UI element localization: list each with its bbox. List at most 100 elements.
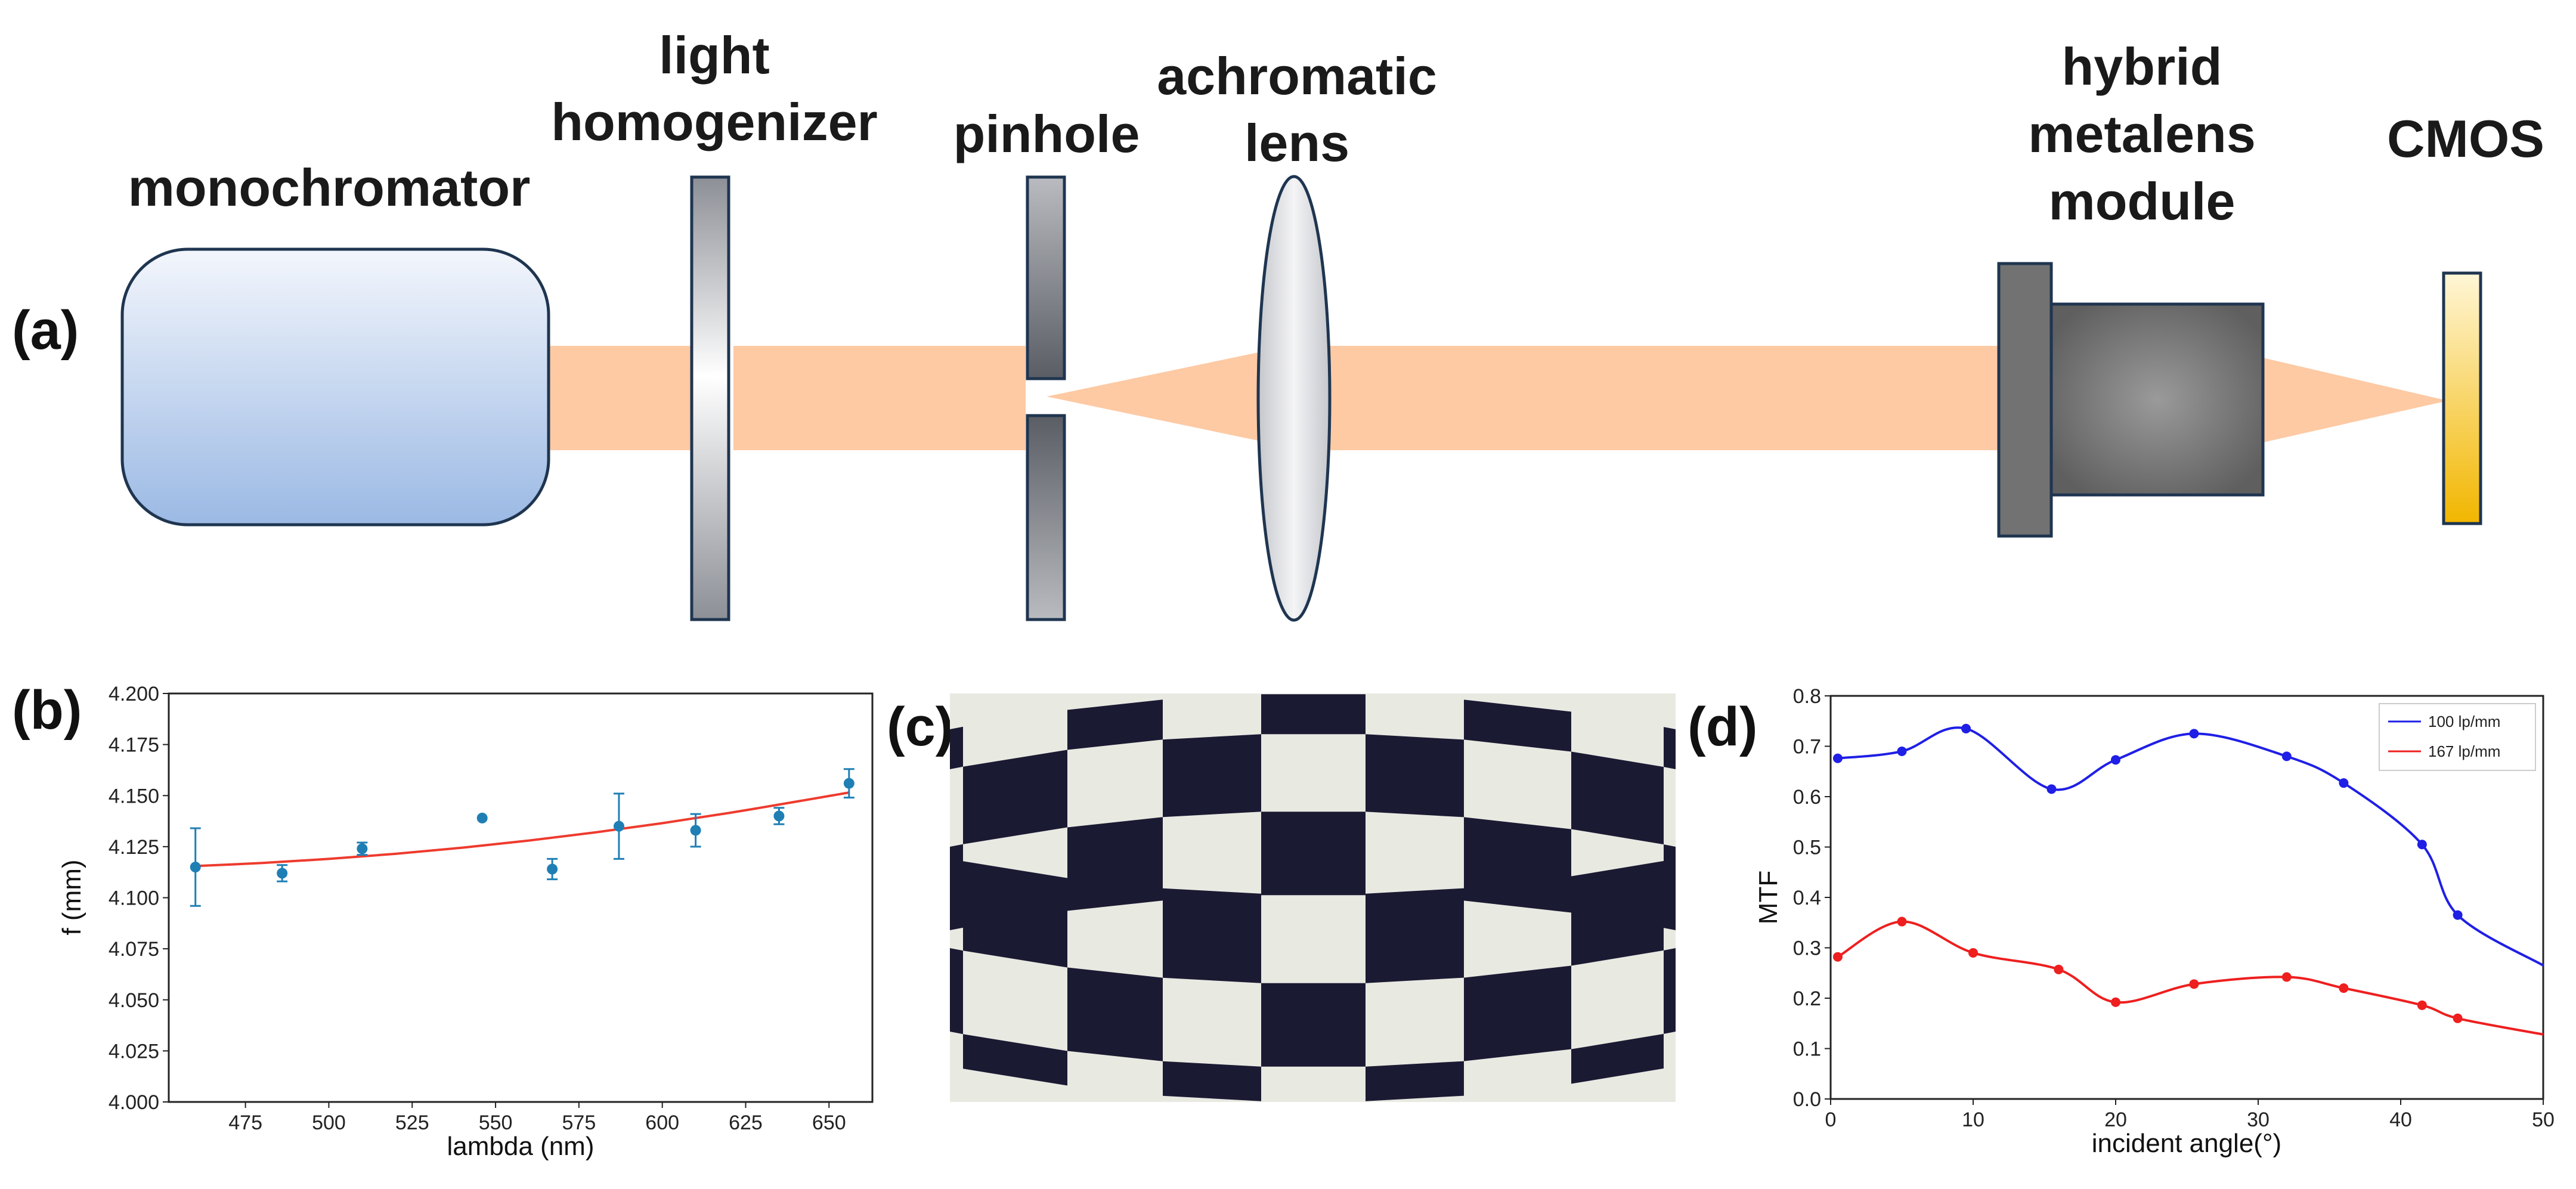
y-tick-label: 4.000 (109, 1091, 159, 1114)
series-line (1837, 920, 2544, 1036)
y-tick-label: 4.025 (109, 1040, 159, 1063)
y-tick-label: 4.050 (109, 989, 159, 1012)
achromatic-lens (1256, 175, 1332, 622)
label-cmos: CMOS (2387, 109, 2544, 168)
data-point (613, 820, 624, 832)
data-point (1968, 948, 1978, 958)
checker-square (1067, 817, 1163, 911)
data-point (277, 868, 288, 879)
data-point (2189, 729, 2199, 739)
data-point (2054, 964, 2064, 974)
y-tick-label: 4.075 (109, 938, 159, 961)
x-tick-label: 40 (2389, 1109, 2412, 1131)
x-tick-label: 550 (479, 1111, 513, 1134)
x-tick-label: 625 (729, 1111, 763, 1134)
y-tick-label: 4.125 (109, 836, 159, 859)
focal-length-plot: (b) 4.0004.0254.0504.0754.1004.1254.1504… (12, 680, 874, 1161)
pinhole-upper-plate (1026, 175, 1066, 380)
data-point (2339, 778, 2349, 788)
metalens-module-flange (1997, 262, 2053, 538)
y-tick-label: 4.200 (109, 683, 159, 705)
data-point (1897, 746, 1907, 756)
plot-b-x-ticks: 475 500 525 550 575 600 625 650 (228, 1102, 846, 1134)
checker-square (1163, 888, 1261, 983)
label-achromatic: achromatic (1157, 47, 1437, 106)
beam-cone (1046, 352, 1261, 441)
data-point (2339, 983, 2349, 993)
plot-b-y-ticks: 4.000 4.025 4.050 4.075 4.100 4.125 4.150 4.175… (109, 683, 169, 1114)
data-point (2281, 751, 2292, 761)
plot-b-data (190, 768, 854, 907)
data-point (2417, 1000, 2427, 1010)
label-metalens: metalens (2028, 104, 2256, 163)
plot-d-y-axis-label: MTF (1754, 871, 1783, 924)
x-tick-label: 50 (2532, 1109, 2555, 1131)
beam-segment (1330, 346, 2001, 450)
data-point (1832, 952, 1843, 962)
label-monochromator: monochromator (128, 158, 531, 217)
checker-square (950, 948, 963, 1035)
checker-square (1464, 965, 1571, 1061)
y-tick-label: 0.1 (1793, 1038, 1821, 1061)
data-point (1961, 723, 1971, 733)
data-point (547, 863, 558, 875)
plot-b-x-axis-label: lambda (nm) (447, 1132, 595, 1161)
y-tick-label: 0.8 (1793, 685, 1821, 708)
data-point (2111, 997, 2120, 1007)
panel-label-c: (c) (887, 696, 953, 757)
checker-square (950, 844, 963, 930)
checker-square (1067, 967, 1163, 1061)
checker-square (1366, 888, 1464, 983)
data-point (843, 778, 854, 789)
data-point (690, 825, 701, 836)
x-tick-label: 500 (312, 1111, 346, 1134)
y-tick-label: 0.7 (1793, 736, 1821, 758)
checker-square (1464, 817, 1571, 913)
y-tick-label: 0.4 (1793, 887, 1821, 909)
label-pinhole: pinhole (953, 104, 1140, 163)
panel-label-d: (d) (1688, 696, 1757, 757)
data-point (2281, 972, 2292, 982)
mtf-plot: (d) 0.0 0.1 0.2 0.3 0.4 0.5 0.6 0.7 0.8 0 10 20 30 4… (1688, 685, 2555, 1158)
data-point (2417, 840, 2427, 850)
plot-d-x-ticks: 0 10 20 30 40 50 (1825, 1099, 2555, 1131)
panel-label-b: (b) (12, 680, 82, 741)
optical-setup-diagram: (a) monochromator light homogenizer pinh… (12, 26, 2544, 622)
checker-square (1571, 860, 1664, 966)
beam-cone (2263, 358, 2448, 442)
data-point (773, 810, 785, 822)
label-hybrid: hybrid (2062, 37, 2222, 96)
checker-square (1571, 1033, 1664, 1084)
beam-segment (733, 346, 1026, 450)
plot-d-x-axis-label: incident angle(°) (2092, 1129, 2281, 1158)
panel-label-a: (a) (12, 300, 79, 361)
beam-segment (549, 346, 692, 450)
y-tick-label: 0.6 (1793, 786, 1821, 809)
data-point (2046, 784, 2057, 794)
fit-curve (195, 791, 850, 868)
y-tick-label: 0.0 (1793, 1088, 1821, 1111)
plot-b-frame (168, 692, 874, 1103)
data-point (2453, 910, 2463, 920)
metalens-module-body (2049, 302, 2265, 497)
checker-square (963, 1034, 1067, 1086)
checker-square (1664, 948, 1676, 1034)
y-tick-label: 0.3 (1793, 937, 1821, 960)
checker-square (1664, 727, 1676, 769)
checkerboard-squares (950, 694, 1676, 1101)
x-tick-label: 475 (228, 1111, 262, 1134)
data-point (2189, 979, 2199, 989)
data-point (476, 812, 488, 823)
data-point (190, 862, 201, 873)
x-tick-label: 650 (812, 1111, 846, 1134)
checker-square (963, 750, 1067, 844)
monochromator-box (120, 247, 550, 527)
checker-square (1261, 812, 1366, 896)
legend-box (2379, 703, 2536, 771)
y-tick-label: 0.2 (1793, 987, 1821, 1010)
checker-square (1163, 734, 1261, 818)
label-homogenizer: homogenizer (551, 92, 878, 151)
label-lens: lens (1244, 113, 1349, 172)
x-tick-label: 600 (645, 1111, 679, 1134)
